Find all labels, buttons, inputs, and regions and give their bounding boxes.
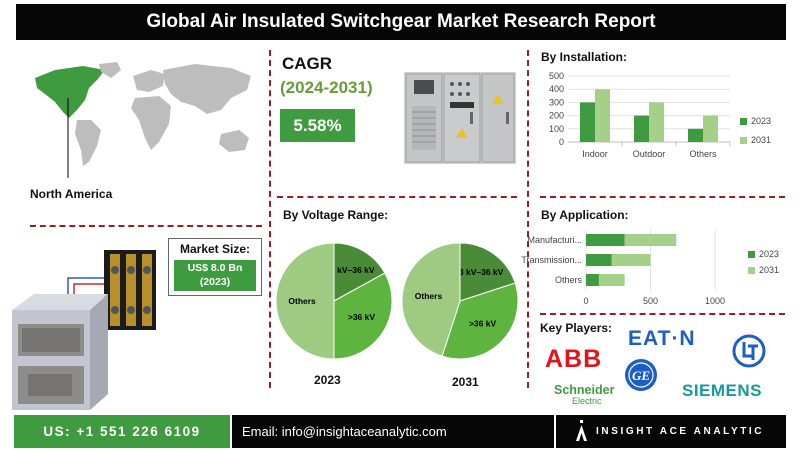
y-tick-label: 200: [549, 111, 564, 121]
pie-slice-2: [275, 242, 335, 360]
pie-slice-1: [333, 272, 393, 360]
legend-label-2031: 2031: [751, 135, 771, 145]
y-tick-label: 0: [559, 137, 564, 147]
south-america-shape: [75, 120, 101, 166]
australia-shape: [219, 130, 249, 152]
pie-slice-0: [333, 242, 386, 302]
pie-label: Others: [288, 296, 316, 306]
greenland-shape: [99, 62, 121, 78]
bar-2023-others: [688, 128, 703, 142]
pie-slice-0: [459, 242, 516, 302]
bar-2031-others: [703, 115, 718, 142]
footer-email: Email: info@insightaceanalytic.com: [232, 415, 554, 448]
installation-title: By Installation:: [541, 50, 628, 64]
x-tick-label: Outdoor: [633, 149, 666, 159]
page-title: Global Air Insulated Switchgear Market R…: [16, 4, 786, 40]
divider: [30, 225, 262, 227]
switchgear-cabinet-illustration: [12, 250, 156, 410]
y-tick-label: Transmission...: [521, 255, 582, 265]
divider: [540, 196, 785, 198]
asia-shape: [163, 64, 251, 114]
bar-2023-indoor: [580, 102, 595, 142]
schneider-sub: Electric: [572, 396, 602, 406]
africa-shape: [131, 96, 171, 150]
pie-slice-1: [441, 282, 519, 360]
legend-label-2023: 2023: [759, 249, 779, 259]
pie-year-2031: 2031: [452, 375, 479, 389]
x-tick-label: 1000: [705, 296, 725, 306]
schneider-logo: Schneider Electric: [554, 383, 615, 407]
lt-logo: [732, 334, 766, 368]
voltage-pie-2031: 3 kV–36 kV >36 kV Others: [401, 242, 519, 360]
pie-label: >36 kV: [469, 319, 497, 329]
y-tick-label: 400: [549, 84, 564, 94]
bar-2023-outdoor: [634, 115, 649, 142]
footer-brand: INSIGHT ACE ANALYTIC: [556, 415, 786, 448]
y-tick-label: 500: [549, 71, 564, 81]
x-tick-label: Indoor: [582, 149, 608, 159]
legend-label-2031: 2031: [759, 265, 779, 275]
y-tick-label: 300: [549, 97, 564, 107]
europe-shape: [133, 70, 165, 92]
region-label: North America: [30, 187, 113, 201]
installation-bar-chart: 0 100 200 300 400 500 Indoor Outdoor Others 2023 2…: [549, 71, 771, 159]
world-map: [35, 62, 251, 178]
cagr-value: 5.58%: [280, 109, 355, 142]
schneider-name: Schneider: [554, 383, 615, 397]
key-players-title: Key Players:: [540, 321, 613, 335]
voltage-pie-2023: 3 kV–36 kV >36 kV Others: [275, 242, 393, 360]
market-size-card: Market Size: US$ 8.0 Bn (2023): [168, 238, 262, 296]
legend-label-2023: 2023: [751, 116, 771, 126]
x-tick-label: 0: [583, 296, 588, 306]
divider: [269, 50, 271, 388]
bar-2031-row-2: [598, 274, 625, 286]
abb-logo: ABB: [545, 345, 603, 373]
bar-2023-row-0: [586, 234, 625, 246]
cagr-title: CAGR: [282, 54, 333, 73]
x-tick-label: Others: [689, 149, 717, 159]
bar-2031-row-0: [624, 234, 677, 246]
pie-slice-2: [401, 242, 461, 357]
market-size-value: US$ 8.0 Bn: [187, 262, 243, 274]
voltage-title: By Voltage Range:: [283, 208, 389, 222]
y-tick-label: Manufacturi...: [527, 235, 582, 245]
bar-2023-row-1: [586, 254, 612, 266]
x-tick-label: 500: [643, 296, 658, 306]
switchgear-panel-illustration: [404, 72, 516, 164]
y-tick-label: 100: [549, 124, 564, 134]
market-size-year: (2023): [199, 276, 231, 288]
legend-swatch-2023: [740, 118, 747, 125]
market-size-title: Market Size:: [179, 242, 251, 256]
y-tick-label: Others: [555, 275, 583, 285]
application-bar-chart: 0 500 1000 Manufacturi... Transmission... Oth…: [521, 230, 779, 306]
brand-name: INSIGHT ACE ANALYTIC: [596, 426, 765, 437]
pie-label: >36 kV: [348, 312, 376, 322]
divider: [277, 196, 517, 198]
pie-label: 3 kV–36 kV: [459, 267, 504, 277]
north-america-shape: [35, 66, 105, 118]
ge-logo: GE: [625, 359, 657, 391]
pie-label: Others: [415, 291, 443, 301]
divider: [540, 313, 785, 315]
legend-swatch-2031: [748, 267, 755, 274]
market-size-value-box: US$ 8.0 Bn (2023): [174, 260, 256, 291]
footer-phone: US: +1 551 226 6109: [14, 415, 230, 448]
cagr-years: (2024-2031): [280, 78, 373, 97]
svg-text:GE: GE: [632, 368, 650, 383]
application-title: By Application:: [541, 208, 629, 222]
pie-label: 3 kV–36 kV: [330, 265, 375, 275]
pie-year-2023: 2023: [314, 373, 341, 387]
bar-2031-outdoor: [649, 102, 664, 142]
bar-2031-indoor: [595, 89, 610, 142]
brand-logo-icon: [576, 420, 587, 441]
legend-swatch-2023: [748, 251, 755, 258]
bar-2031-row-1: [611, 254, 651, 266]
eaton-logo: EAT·N: [628, 327, 696, 350]
siemens-logo: SIEMENS: [682, 381, 763, 400]
bar-2023-row-2: [586, 274, 599, 286]
divider: [527, 50, 529, 388]
legend-swatch-2031: [740, 137, 747, 144]
